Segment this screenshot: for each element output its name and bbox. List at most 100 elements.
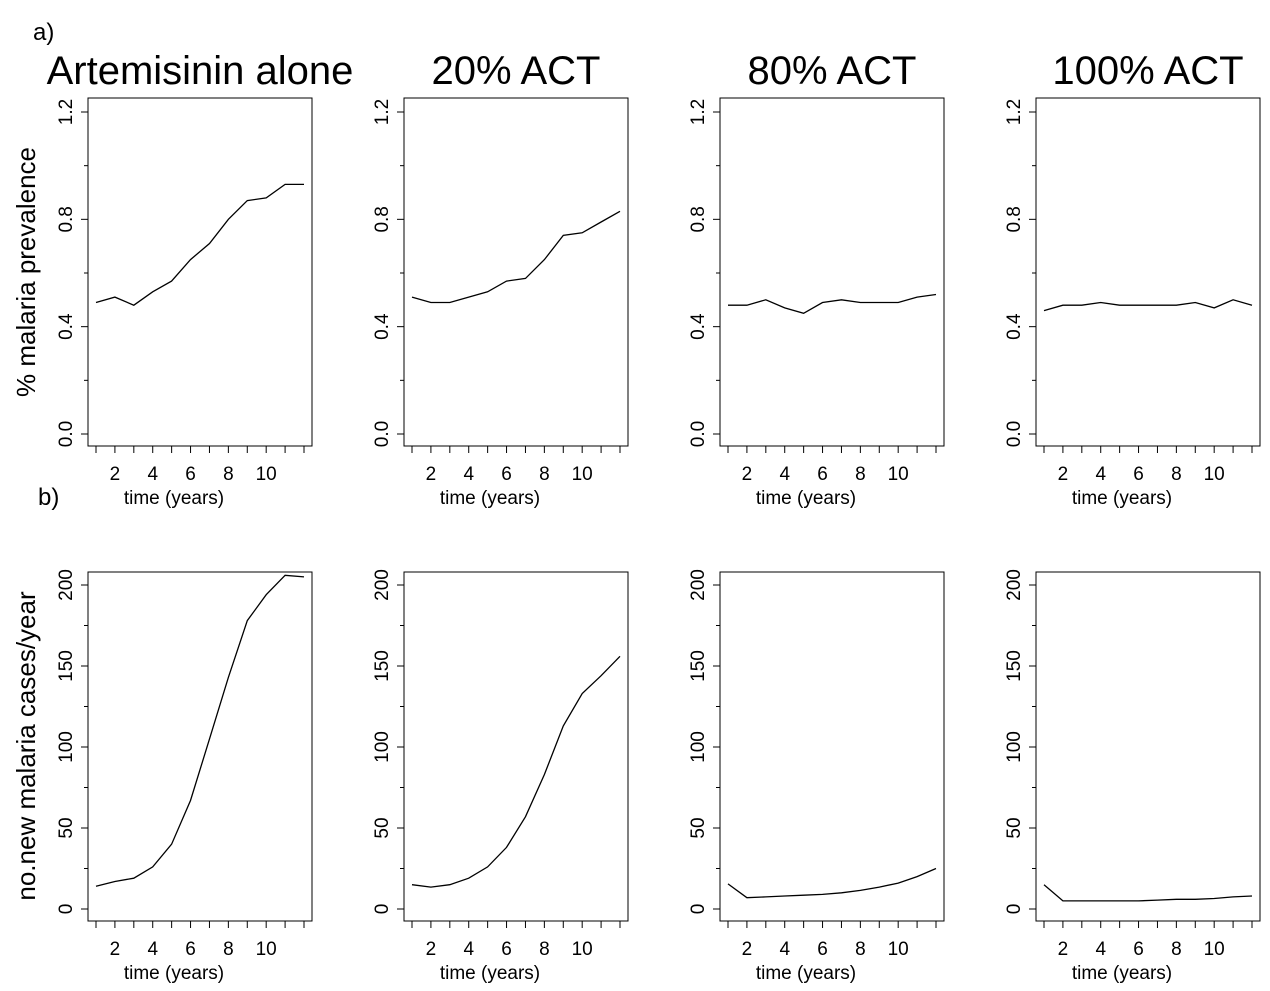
panel-label-b: b) xyxy=(38,484,59,511)
x-tick-label: 6 xyxy=(185,464,196,485)
y-tick-label: 150 xyxy=(56,650,77,682)
y-tick-label: 100 xyxy=(56,731,77,763)
x-tick-label: 2 xyxy=(426,464,437,485)
y-tick-label: 50 xyxy=(56,817,77,838)
y-tick-label: 50 xyxy=(1004,817,1025,838)
y-tick-label: 0.0 xyxy=(56,421,77,447)
x-tick-label: 2 xyxy=(110,939,121,960)
y-tick-label: 1.2 xyxy=(372,99,393,125)
y-tick-label: 100 xyxy=(1004,731,1025,763)
chart-panel-3: 80% ACT 0.0 0.4 0.8 1.2 2 4 6 8 10 time (years) xyxy=(688,49,945,509)
x-tick-label: 2 xyxy=(1058,464,1069,485)
plot-frame xyxy=(1035,97,1261,447)
y-tick-label: 0.4 xyxy=(372,313,393,340)
x-tick-label: 8 xyxy=(1171,464,1182,485)
y-tick-label: 100 xyxy=(688,731,709,763)
x-tick-label: 6 xyxy=(817,464,828,485)
y-tick-label: 0.4 xyxy=(56,313,77,340)
series-line xyxy=(728,293,937,315)
y-tick-label: 0.8 xyxy=(372,206,393,232)
chart-panels: Artemisinin alone 0.0 0.4 0.8 1.2 2 4 6 8 10 time … xyxy=(11,49,1261,984)
chart-panel-7: 0 50 100 150 200 2 4 6 8 10 time (years) xyxy=(688,569,945,984)
x-axis-label: time (years) xyxy=(440,488,540,509)
y-tick-label: 200 xyxy=(1004,569,1025,601)
x-tick-label: 4 xyxy=(147,464,158,485)
y-tick-label: 0.8 xyxy=(1004,206,1025,232)
x-tick-label: 8 xyxy=(855,939,866,960)
x-axis-label: time (years) xyxy=(124,488,224,509)
chart-panel-1: Artemisinin alone 0.0 0.4 0.8 1.2 2 4 6 8 10 time … xyxy=(11,49,353,509)
y-tick-label: 150 xyxy=(688,650,709,682)
x-tick-label: 2 xyxy=(1058,939,1069,960)
x-tick-label: 6 xyxy=(185,939,196,960)
series-line xyxy=(411,655,621,888)
y-tick-label: 0.4 xyxy=(1004,313,1025,340)
y-tick-label: 0.4 xyxy=(688,313,709,340)
y-tick-label: 150 xyxy=(372,650,393,682)
x-axis-label: time (years) xyxy=(1072,488,1172,509)
y-tick-label: 0 xyxy=(688,904,709,915)
series-line xyxy=(1043,884,1253,902)
x-axis-label: time (years) xyxy=(1072,963,1172,984)
y-tick-label: 50 xyxy=(372,817,393,838)
panel-title: 80% ACT xyxy=(748,49,917,93)
y-tick-label: 0.8 xyxy=(688,206,709,232)
x-axis-label: time (years) xyxy=(124,963,224,984)
plot-frame xyxy=(403,97,629,447)
x-tick-label: 6 xyxy=(1133,939,1144,960)
x-tick-label: 10 xyxy=(1204,939,1225,960)
plot-frame xyxy=(719,97,945,447)
chart-panel-2: 20% ACT 0.0 0.4 0.8 1.2 2 4 6 8 10 time (years) xyxy=(372,49,629,509)
chart-panel-8: 0 50 100 150 200 2 4 6 8 10 time (years) xyxy=(1004,569,1261,984)
panel-label-a: a) xyxy=(33,19,54,46)
x-tick-label: 10 xyxy=(256,464,277,485)
x-tick-label: 4 xyxy=(779,464,790,485)
x-tick-label: 10 xyxy=(572,464,593,485)
x-tick-label: 6 xyxy=(1133,464,1144,485)
y-tick-label: 0.0 xyxy=(372,421,393,447)
x-tick-label: 10 xyxy=(888,464,909,485)
chart-panel-6: 0 50 100 150 200 2 4 6 8 10 time (years) xyxy=(372,569,629,984)
x-tick-label: 8 xyxy=(539,939,550,960)
plot-frame xyxy=(719,571,945,922)
x-axis-label: time (years) xyxy=(756,963,856,984)
x-tick-label: 8 xyxy=(1171,939,1182,960)
x-tick-label: 10 xyxy=(1204,464,1225,485)
y-axis-label: % malaria prevalence xyxy=(11,147,41,397)
y-tick-label: 1.2 xyxy=(688,99,709,125)
series-line xyxy=(727,867,937,899)
y-tick-label: 100 xyxy=(372,731,393,763)
y-tick-label: 0 xyxy=(1004,904,1025,915)
x-tick-label: 10 xyxy=(572,939,593,960)
x-tick-label: 4 xyxy=(463,939,474,960)
y-tick-label: 1.2 xyxy=(1004,99,1025,125)
panel-title: Artemisinin alone xyxy=(47,49,354,93)
series-line xyxy=(95,574,305,887)
x-tick-label: 4 xyxy=(463,464,474,485)
x-tick-label: 8 xyxy=(223,464,234,485)
y-tick-label: 0.8 xyxy=(56,206,77,232)
y-axis-label: no.new malaria cases/year xyxy=(11,591,41,901)
x-tick-label: 4 xyxy=(779,939,790,960)
x-tick-label: 4 xyxy=(147,939,158,960)
y-tick-label: 50 xyxy=(688,817,709,838)
x-tick-label: 4 xyxy=(1095,939,1106,960)
x-tick-label: 2 xyxy=(110,464,121,485)
plot-frame xyxy=(87,97,313,447)
y-tick-label: 0.0 xyxy=(1004,421,1025,447)
x-tick-label: 8 xyxy=(855,464,866,485)
series-line xyxy=(411,210,621,304)
x-tick-label: 6 xyxy=(501,939,512,960)
x-tick-label: 10 xyxy=(256,939,277,960)
y-tick-label: 150 xyxy=(1004,650,1025,682)
x-tick-label: 2 xyxy=(742,939,753,960)
x-axis-label: time (years) xyxy=(440,963,540,984)
x-tick-label: 8 xyxy=(539,464,550,485)
chart-panel-4: 100% ACT 0.0 0.4 0.8 1.2 2 4 6 8 10 time (years) xyxy=(1004,49,1261,509)
y-tick-label: 200 xyxy=(372,569,393,601)
x-tick-label: 8 xyxy=(223,939,234,960)
x-tick-label: 6 xyxy=(501,464,512,485)
x-tick-label: 6 xyxy=(817,939,828,960)
x-tick-label: 4 xyxy=(1095,464,1106,485)
